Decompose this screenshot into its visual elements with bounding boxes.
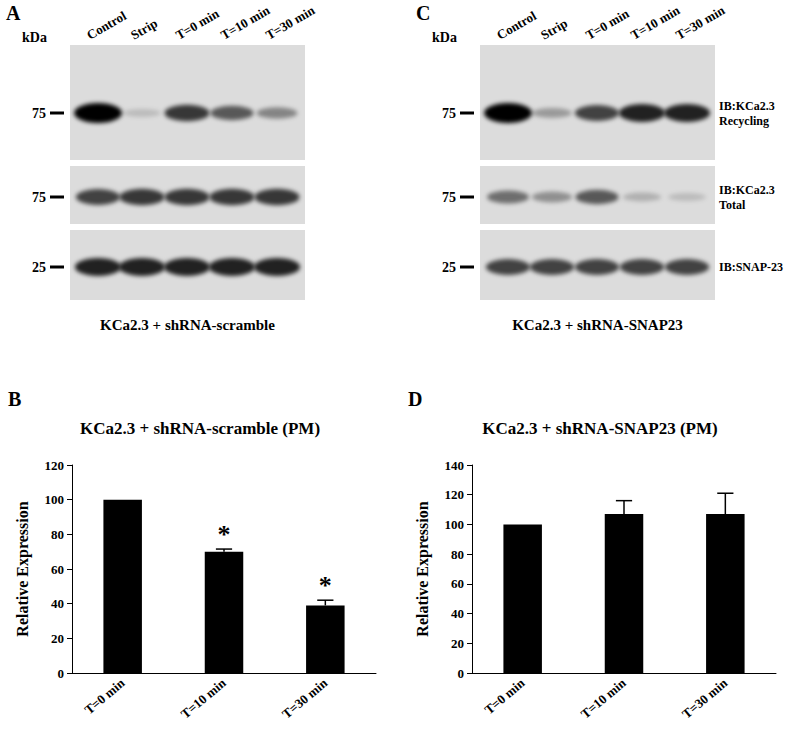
- svg-text:*: *: [319, 571, 332, 600]
- svg-text:Recycling: Recycling: [719, 114, 769, 128]
- svg-text:KCa2.3 + shRNA-scramble (PM): KCa2.3 + shRNA-scramble (PM): [80, 419, 320, 438]
- svg-text:T=10 min: T=10 min: [178, 675, 230, 722]
- svg-text:Total: Total: [719, 198, 746, 212]
- svg-text:T=10 min: T=10 min: [218, 2, 273, 42]
- svg-text:140: 140: [445, 458, 465, 473]
- svg-text:kDa: kDa: [22, 30, 47, 45]
- svg-text:75: 75: [32, 106, 46, 121]
- svg-text:20: 20: [51, 631, 64, 646]
- svg-text:Control: Control: [494, 8, 539, 43]
- svg-text:100: 100: [45, 492, 65, 507]
- svg-text:A: A: [6, 2, 21, 24]
- svg-text:80: 80: [51, 527, 64, 542]
- svg-text:0: 0: [458, 666, 465, 681]
- svg-text:100: 100: [445, 517, 465, 532]
- svg-text:120: 120: [45, 458, 65, 473]
- svg-text:40: 40: [451, 606, 464, 621]
- svg-text:C: C: [416, 2, 430, 24]
- svg-text:Strip: Strip: [128, 16, 160, 43]
- svg-text:KCa2.3 + shRNA-SNAP23: KCa2.3 + shRNA-SNAP23: [512, 317, 683, 333]
- svg-text:*: *: [218, 520, 231, 549]
- svg-text:T=30 min: T=30 min: [673, 2, 728, 42]
- svg-text:T=10 min: T=10 min: [578, 675, 630, 722]
- svg-text:IB:SNAP-23: IB:SNAP-23: [719, 260, 783, 274]
- svg-text:B: B: [8, 388, 21, 410]
- svg-text:KCa2.3 + shRNA-scramble: KCa2.3 + shRNA-scramble: [100, 317, 275, 333]
- svg-text:T=10 min: T=10 min: [628, 2, 683, 42]
- svg-text:IB:KCa2.3: IB:KCa2.3: [719, 99, 775, 113]
- svg-text:80: 80: [451, 547, 464, 562]
- svg-text:20: 20: [451, 636, 464, 651]
- svg-text:T=0 min: T=0 min: [173, 5, 222, 42]
- svg-text:Control: Control: [84, 8, 129, 43]
- svg-text:120: 120: [445, 487, 465, 502]
- svg-text:Relative Expression: Relative Expression: [14, 501, 32, 636]
- svg-text:Strip: Strip: [538, 16, 570, 43]
- svg-text:60: 60: [451, 576, 464, 591]
- svg-text:IB:KCa2.3: IB:KCa2.3: [719, 183, 775, 197]
- svg-text:T=0 min: T=0 min: [481, 675, 528, 718]
- svg-text:Relative Expression: Relative Expression: [414, 501, 432, 636]
- svg-text:25: 25: [32, 260, 46, 275]
- svg-text:T=0 min: T=0 min: [81, 675, 128, 718]
- svg-text:60: 60: [51, 562, 64, 577]
- svg-text:75: 75: [442, 106, 456, 121]
- svg-text:kDa: kDa: [432, 30, 457, 45]
- svg-text:T=30 min: T=30 min: [679, 675, 731, 722]
- svg-text:75: 75: [32, 190, 46, 205]
- svg-text:T=30 min: T=30 min: [279, 675, 331, 722]
- svg-text:75: 75: [442, 190, 456, 205]
- svg-text:KCa2.3 + shRNA-SNAP23 (PM): KCa2.3 + shRNA-SNAP23 (PM): [482, 419, 717, 438]
- svg-text:T=30 min: T=30 min: [263, 2, 318, 42]
- svg-text:D: D: [408, 388, 422, 410]
- svg-text:T=0 min: T=0 min: [583, 5, 632, 42]
- svg-text:40: 40: [51, 596, 64, 611]
- svg-text:0: 0: [58, 666, 65, 681]
- svg-text:25: 25: [442, 260, 456, 275]
